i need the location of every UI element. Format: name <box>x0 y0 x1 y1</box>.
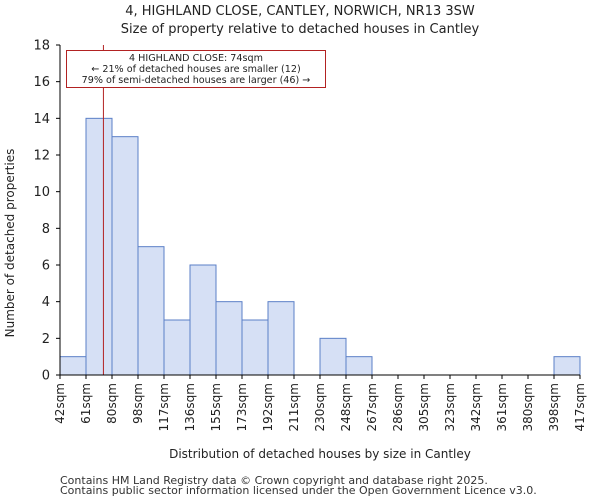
x-tick-label-192sqm: 192sqm <box>261 383 275 431</box>
x-ticks-group: 42sqm 61sqm 80sqm 98sqm 117sqm 136sqm 155sqm 17… <box>53 375 587 431</box>
bar-155sqm <box>215 301 243 376</box>
bar-136sqm <box>189 264 217 376</box>
x-tick-label-361sqm: 361sqm <box>495 383 509 431</box>
y-tick-label-4: 4 <box>42 295 50 310</box>
y-tick-label-12: 12 <box>33 149 50 164</box>
x-tick-label-342sqm: 342sqm <box>469 383 483 431</box>
bar-98sqm <box>137 246 165 376</box>
y-tick-label-18: 18 <box>33 39 50 54</box>
x-tick-label-286sqm: 286sqm <box>391 383 405 431</box>
x-tick-label-173sqm: 173sqm <box>235 383 249 431</box>
bar-248sqm <box>345 356 373 376</box>
y-ticks-group: 0 2 4 6 8 10 12 14 16 18 <box>33 39 60 384</box>
x-tick-label-248sqm: 248sqm <box>339 383 353 431</box>
x-tick-label-98sqm: 98sqm <box>131 383 145 424</box>
footer-line-1: Contains HM Land Registry data © Crown c… <box>60 474 488 487</box>
y-tick-label-8: 8 <box>42 222 50 237</box>
property-annotation-box: 4 HIGHLAND CLOSE: 74sqm ← 21% of detache… <box>66 50 326 88</box>
histogram-chart: 0 2 4 6 8 10 12 14 16 18 42sqm 61sqm 80sqm 98sqm 117s… <box>3 39 587 462</box>
x-axis-label: Distribution of detached houses by size … <box>169 447 471 461</box>
annotation-line-1: 4 HIGHLAND CLOSE: 74sqm <box>129 53 263 64</box>
bar-230sqm <box>319 337 347 376</box>
x-tick-label-305sqm: 305sqm <box>417 383 431 431</box>
x-tick-label-117sqm: 117sqm <box>157 383 171 431</box>
x-tick-label-267sqm: 267sqm <box>365 383 379 431</box>
y-tick-label-10: 10 <box>33 185 50 200</box>
x-tick-label-61sqm: 61sqm <box>79 383 93 424</box>
x-tick-label-80sqm: 80sqm <box>105 383 119 424</box>
x-tick-label-417sqm: 417sqm <box>573 383 587 431</box>
bar-80sqm <box>111 136 139 376</box>
x-tick-label-211sqm: 211sqm <box>287 383 301 431</box>
y-tick-label-16: 16 <box>33 75 50 90</box>
bar-173sqm <box>241 319 269 376</box>
annotation-line-3: 79% of semi-detached houses are larger (… <box>81 75 311 86</box>
x-tick-label-136sqm: 136sqm <box>183 383 197 431</box>
bar-61sqm <box>85 117 113 376</box>
y-tick-label-14: 14 <box>33 112 50 127</box>
chart-subtitle: Size of property relative to detached ho… <box>120 22 480 37</box>
bars-group <box>59 117 581 376</box>
y-axis-label: Number of detached properties <box>3 149 17 338</box>
annotation-line-2: ← 21% of detached houses are smaller (12… <box>91 64 301 75</box>
bar-398sqm <box>553 356 581 376</box>
bar-117sqm <box>163 319 191 376</box>
x-tick-label-230sqm: 230sqm <box>313 383 327 431</box>
x-tick-label-323sqm: 323sqm <box>443 383 457 431</box>
x-tick-label-380sqm: 380sqm <box>521 383 535 431</box>
bar-42sqm <box>59 356 87 376</box>
x-tick-label-398sqm: 398sqm <box>547 383 561 431</box>
footer-line-2: Contains public sector information licen… <box>60 484 537 497</box>
x-tick-label-42sqm: 42sqm <box>53 383 67 424</box>
chart-title: 4, HIGHLAND CLOSE, CANTLEY, NORWICH, NR1… <box>125 4 475 19</box>
x-tick-label-155sqm: 155sqm <box>209 383 223 431</box>
y-tick-label-6: 6 <box>42 259 50 274</box>
bar-192sqm <box>267 301 295 376</box>
y-tick-label-2: 2 <box>42 332 50 347</box>
y-tick-label-0: 0 <box>42 369 50 384</box>
